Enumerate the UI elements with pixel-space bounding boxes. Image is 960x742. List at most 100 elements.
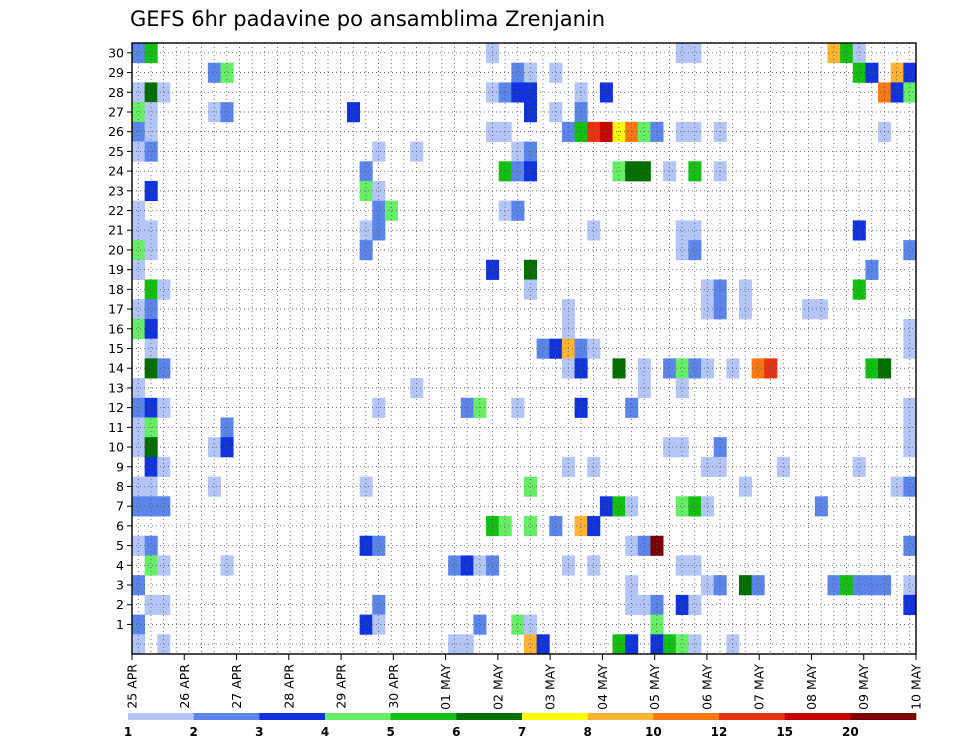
y-tick-label: 28 (108, 85, 124, 100)
precip-cell (675, 634, 689, 655)
precip-cell (207, 476, 221, 497)
precip-cell (764, 358, 778, 379)
precip-cell (132, 476, 146, 497)
x-tick-label: 09 MAY (856, 664, 871, 710)
precip-cell (144, 594, 158, 615)
colorbar-label: 20 (842, 725, 859, 739)
precip-cell (675, 240, 689, 261)
precip-cell (144, 338, 158, 359)
x-tick-label: 10 MAY (909, 664, 924, 710)
colorbar-legend: 1 2 3 4 5 6 7 8 10 12 15 20 (124, 713, 917, 739)
precip-cell (852, 279, 866, 300)
precip-cell (688, 358, 702, 379)
precip-cell (688, 594, 702, 615)
x-tick-label: 25 APR (125, 664, 140, 709)
precip-cell (207, 62, 221, 83)
precip-cell (144, 299, 158, 320)
precip-cell (738, 299, 753, 320)
precip-cell (865, 358, 879, 379)
precip-cell (498, 200, 512, 221)
precip-cell (852, 62, 866, 83)
precip-cell (132, 240, 146, 261)
y-tick-label: 24 (108, 164, 124, 179)
precip-cell (359, 220, 373, 241)
precip-cell (776, 456, 790, 478)
precip-cell (144, 102, 158, 123)
colorbar-swatch (587, 713, 654, 720)
precip-cell (903, 535, 917, 556)
precip-cell (599, 496, 613, 517)
colorbar-label: 10 (645, 725, 662, 739)
precip-cell (574, 358, 588, 379)
y-tick-label: 11 (108, 420, 124, 435)
precip-cell (372, 535, 386, 556)
precip-cell (903, 594, 917, 615)
precip-cell (132, 200, 146, 221)
precip-cell (814, 299, 828, 320)
precip-cell (498, 82, 512, 103)
precip-cell (549, 516, 563, 537)
precip-cell (524, 516, 538, 537)
precip-cell (903, 575, 917, 596)
precip-cell (144, 476, 158, 497)
precip-cell (903, 82, 917, 103)
precip-cell (144, 279, 158, 300)
precip-cell (144, 82, 158, 103)
precip-cell (144, 220, 158, 241)
y-tick-label: 6 (116, 518, 124, 533)
y-tick-label: 1 (116, 617, 124, 632)
y-tick-label: 2 (116, 597, 124, 612)
colorbar-label: 2 (189, 725, 197, 739)
colorbar-label: 8 (583, 725, 591, 739)
precip-cell (511, 614, 525, 635)
precip-cell (144, 456, 158, 478)
y-tick-label: 13 (108, 380, 124, 395)
precip-cell (132, 299, 146, 320)
precip-cell (865, 62, 879, 83)
precip-cell (701, 279, 715, 300)
y-tick-label: 20 (108, 242, 124, 257)
precip-cell (511, 200, 525, 221)
x-tick-label: 05 MAY (647, 664, 662, 710)
precip-cell (599, 82, 613, 103)
precip-cell (220, 62, 234, 83)
precip-cell (890, 476, 904, 497)
precip-cell (144, 43, 158, 64)
precip-cell (587, 516, 601, 537)
precip-cell (536, 634, 550, 655)
precip-cell (511, 62, 525, 83)
precip-cell (549, 62, 563, 83)
precip-cell (524, 476, 538, 497)
y-tick-label: 30 (108, 45, 124, 60)
precip-cell (587, 338, 601, 359)
precip-cell (157, 456, 171, 478)
precip-cell (524, 82, 538, 103)
precip-cell (549, 338, 563, 359)
colorbar-label: 3 (255, 725, 263, 739)
precip-cell (511, 82, 525, 103)
precip-cell (865, 575, 879, 596)
precip-cell (675, 378, 689, 399)
precip-cell (903, 318, 917, 340)
precip-cell (359, 476, 373, 497)
y-tick-label: 18 (108, 282, 124, 297)
precip-cell (625, 535, 639, 556)
colorbar-label: 4 (321, 725, 329, 739)
precip-cell (675, 594, 689, 615)
y-tick-label: 7 (116, 499, 124, 514)
precip-cell (132, 220, 146, 241)
precip-cell (688, 240, 702, 261)
precip-cell (587, 555, 601, 576)
precip-cell (688, 220, 702, 241)
precip-cell (827, 43, 841, 64)
precip-cell (144, 496, 158, 517)
precip-cell (144, 318, 158, 340)
precip-cell (814, 496, 828, 517)
precip-cell (625, 496, 639, 517)
precip-cell (207, 102, 221, 123)
precip-cell (890, 62, 904, 83)
precip-cell (701, 299, 715, 320)
precip-cell (675, 555, 689, 576)
precip-cell (852, 220, 866, 241)
precip-cell (587, 456, 601, 478)
